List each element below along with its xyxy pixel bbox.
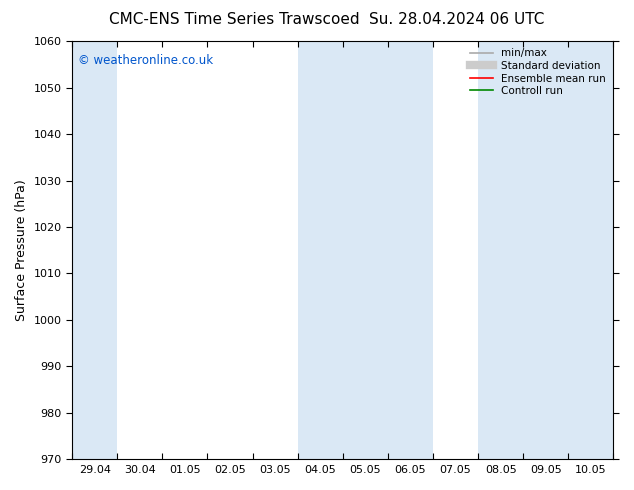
Bar <box>478 41 614 460</box>
Y-axis label: Surface Pressure (hPa): Surface Pressure (hPa) <box>15 179 28 321</box>
Bar <box>297 41 433 460</box>
Bar <box>72 41 117 460</box>
Text: © weatheronline.co.uk: © weatheronline.co.uk <box>77 53 212 67</box>
Text: Su. 28.04.2024 06 UTC: Su. 28.04.2024 06 UTC <box>369 12 544 27</box>
Text: CMC-ENS Time Series Trawscoed: CMC-ENS Time Series Trawscoed <box>109 12 360 27</box>
Legend: min/max, Standard deviation, Ensemble mean run, Controll run: min/max, Standard deviation, Ensemble me… <box>468 46 608 98</box>
